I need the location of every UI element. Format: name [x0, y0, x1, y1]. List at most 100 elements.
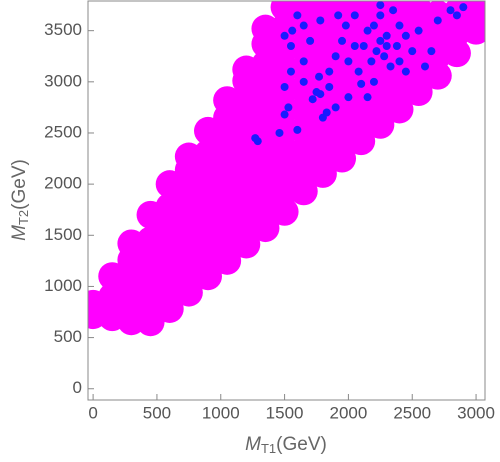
scatter-point — [344, 93, 353, 102]
scatter-point — [363, 26, 372, 35]
scatter-point — [376, 11, 385, 20]
scatter-point — [363, 93, 372, 102]
scatter-point — [366, 110, 395, 139]
scatter-point — [423, 61, 452, 90]
scatter-point — [446, 6, 455, 15]
x-tick-label: 1000 — [202, 403, 240, 422]
x-tick-label: 500 — [143, 403, 171, 422]
scatter-point — [367, 57, 376, 66]
scatter-point — [299, 57, 308, 66]
scatter-point — [350, 42, 359, 51]
x-tick-label: 2500 — [393, 403, 431, 422]
scatter-point — [325, 67, 334, 76]
scatter-point — [427, 47, 436, 56]
y-label-symbol: M — [9, 225, 30, 241]
scatter-point — [280, 82, 289, 91]
scatter-point — [462, 1, 485, 25]
scatter-point — [354, 67, 363, 76]
scatter-point — [382, 31, 391, 40]
scatter-point — [155, 294, 184, 323]
scatter-point — [270, 136, 299, 165]
x-tick-label: 2000 — [329, 403, 367, 422]
y-tick-label: 1000 — [44, 276, 82, 295]
scatter-point — [357, 79, 366, 88]
scatter-point — [270, 177, 299, 206]
scatter-point — [404, 78, 433, 107]
scatter-point — [289, 177, 318, 206]
scatter-point — [331, 52, 340, 61]
scatter-point — [293, 11, 302, 20]
scatter-point — [270, 95, 299, 124]
scatter-point — [331, 103, 340, 112]
scatter-point — [308, 159, 337, 188]
scatter-point — [286, 67, 295, 76]
scatter-point — [306, 36, 315, 45]
scatter-point — [253, 137, 262, 146]
scatter-point — [288, 26, 297, 35]
y-label-subscript: T2 — [16, 210, 31, 225]
scatter-point — [174, 278, 203, 307]
scatter-point — [293, 125, 302, 134]
scatter-point — [315, 72, 324, 81]
x-label-subscript: T1 — [261, 441, 276, 456]
scatter-point — [299, 77, 308, 86]
scatter-point — [389, 6, 398, 15]
y-tick-label: 2000 — [44, 174, 82, 193]
scatter-point — [452, 11, 461, 20]
y-tick-label: 2500 — [44, 122, 82, 141]
scatter-point — [193, 262, 222, 291]
y-tick-label: 0 — [73, 378, 82, 397]
scatter-point — [385, 95, 414, 124]
scatter-point — [386, 62, 395, 71]
y-tick-label: 3500 — [44, 20, 82, 39]
scatter-point — [284, 103, 293, 112]
scatter-point — [392, 42, 401, 51]
scatter-point — [421, 62, 430, 71]
scatter-point — [372, 47, 381, 56]
scatter-point — [325, 82, 334, 91]
scatter-point — [286, 42, 295, 51]
frame — [87, 0, 486, 401]
x-tick-label: 0 — [88, 403, 97, 422]
scatter-point — [299, 21, 308, 30]
scatter-point — [401, 31, 410, 40]
scatter-point — [382, 42, 391, 51]
x-tick-label: 1500 — [266, 403, 304, 422]
scatter-point — [459, 3, 468, 12]
scatter-point — [359, 42, 368, 51]
scatter-point — [408, 47, 417, 56]
scatter-point — [270, 34, 299, 63]
scatter-point — [376, 36, 385, 45]
x-tick-label: 3000 — [457, 403, 495, 422]
scatter-point — [433, 16, 442, 25]
scatter-point — [316, 16, 325, 25]
scatter-point — [322, 108, 331, 117]
x-label-symbol: M — [245, 434, 261, 455]
scatter-point — [275, 128, 284, 137]
scatter-point — [213, 246, 242, 275]
scatter-point — [280, 31, 289, 40]
scatter-point — [380, 52, 389, 61]
scatter-point — [270, 197, 299, 226]
scatter-point — [369, 77, 378, 86]
y-tick-label: 500 — [54, 327, 82, 346]
scatter-point — [270, 115, 299, 144]
scatter-point — [395, 21, 404, 30]
scatter-point — [344, 57, 353, 66]
scatter-point — [376, 1, 385, 10]
x-axis-label: MT1(GeV) — [245, 434, 327, 456]
scatter-point — [251, 214, 280, 243]
scatter-point — [369, 21, 378, 30]
scatter-point — [401, 67, 410, 76]
scatter-point — [347, 127, 376, 156]
plot-area — [88, 1, 485, 337]
scatter-point — [280, 110, 289, 119]
scatter-point — [328, 144, 357, 173]
scatter-point — [338, 36, 347, 45]
scatter-point — [316, 90, 325, 99]
scatter-point — [341, 21, 350, 30]
x-label-unit: (GeV) — [276, 434, 327, 455]
scatter-point — [232, 230, 261, 259]
scatter-point — [270, 156, 299, 185]
